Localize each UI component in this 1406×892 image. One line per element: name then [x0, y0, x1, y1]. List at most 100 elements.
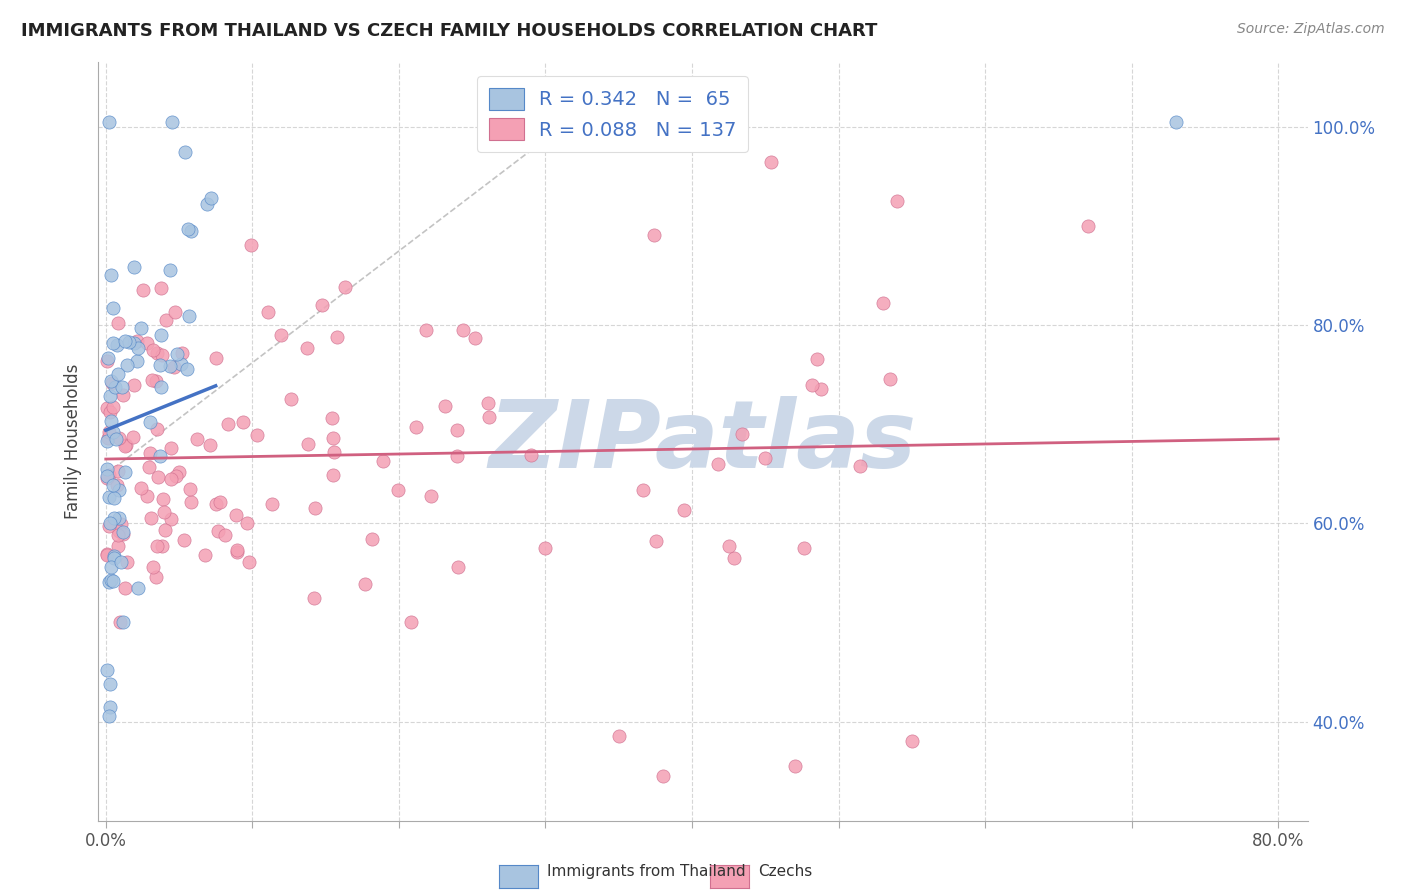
Point	[901, 734, 924, 748]
Point	[297, 342, 319, 356]
Point	[645, 534, 668, 549]
Point	[107, 431, 129, 445]
Point	[214, 528, 236, 542]
Point	[176, 362, 198, 376]
Point	[232, 415, 254, 429]
Point	[96, 354, 118, 368]
Point	[335, 280, 357, 294]
Point	[207, 524, 229, 538]
Point	[103, 574, 125, 589]
Point	[783, 759, 806, 773]
Point	[97, 519, 120, 533]
Point	[139, 511, 162, 525]
Point	[165, 468, 187, 483]
Point	[97, 351, 120, 365]
Point	[100, 268, 122, 283]
Point	[96, 663, 118, 677]
Point	[139, 446, 162, 460]
Point	[107, 524, 129, 539]
Point	[159, 359, 181, 374]
Point	[101, 301, 124, 315]
Point	[754, 450, 776, 465]
Point	[651, 769, 673, 783]
Point	[100, 573, 122, 587]
Point	[872, 296, 894, 310]
Point	[141, 373, 163, 387]
Point	[105, 478, 128, 492]
Point	[533, 541, 555, 555]
Point	[631, 483, 654, 497]
Point	[800, 378, 823, 392]
Point	[361, 533, 384, 547]
Point	[643, 227, 665, 242]
Point	[107, 464, 129, 478]
Point	[150, 539, 173, 553]
Point	[706, 457, 728, 471]
Point	[152, 491, 174, 506]
Point	[97, 115, 120, 129]
Point	[114, 334, 136, 348]
Point	[96, 548, 118, 562]
Point	[146, 346, 169, 360]
Point	[97, 708, 120, 723]
Point	[111, 387, 134, 401]
Point	[399, 615, 422, 629]
Point	[98, 516, 121, 530]
Point	[322, 468, 344, 483]
Point	[127, 341, 149, 355]
Point	[138, 459, 160, 474]
Point	[145, 570, 167, 584]
Point	[731, 426, 754, 441]
Point	[387, 483, 409, 497]
Point	[108, 615, 131, 629]
Point	[149, 449, 172, 463]
Point	[98, 575, 121, 590]
Point	[146, 422, 169, 436]
Point	[177, 222, 200, 236]
Legend: R = 0.342   N =  65, R = 0.088   N = 137: R = 0.342 N = 65, R = 0.088 N = 137	[477, 76, 748, 152]
Point	[180, 224, 202, 238]
Point	[160, 512, 183, 526]
Point	[112, 615, 135, 630]
Point	[146, 470, 169, 484]
Point	[478, 409, 501, 424]
Point	[160, 472, 183, 486]
Point	[270, 327, 292, 342]
Point	[311, 298, 333, 312]
Point	[107, 483, 129, 497]
Point	[107, 528, 129, 542]
Point	[135, 336, 157, 351]
Point	[195, 196, 218, 211]
Point	[673, 502, 696, 516]
Point	[886, 194, 908, 209]
Point	[205, 497, 228, 511]
Point	[420, 489, 443, 503]
Point	[186, 432, 208, 446]
Point	[105, 338, 128, 352]
Point	[100, 414, 122, 428]
Point	[125, 334, 148, 349]
Point	[100, 374, 122, 388]
Point	[96, 462, 118, 476]
Point	[132, 283, 155, 297]
Point	[302, 591, 325, 606]
Point	[103, 551, 125, 566]
Point	[446, 423, 468, 437]
Point	[103, 549, 125, 563]
Point	[280, 392, 302, 407]
Point	[464, 331, 486, 345]
Point	[98, 677, 121, 691]
Point	[145, 540, 167, 554]
Point	[200, 191, 222, 205]
Point	[121, 430, 143, 444]
Point	[153, 523, 176, 537]
Point	[101, 336, 124, 351]
Point	[297, 436, 319, 450]
Point	[149, 328, 172, 343]
Point	[114, 581, 136, 595]
Point	[159, 442, 181, 456]
Text: Czechs: Czechs	[758, 863, 813, 879]
Point	[97, 490, 120, 504]
Point	[111, 380, 134, 394]
Point	[718, 539, 741, 553]
